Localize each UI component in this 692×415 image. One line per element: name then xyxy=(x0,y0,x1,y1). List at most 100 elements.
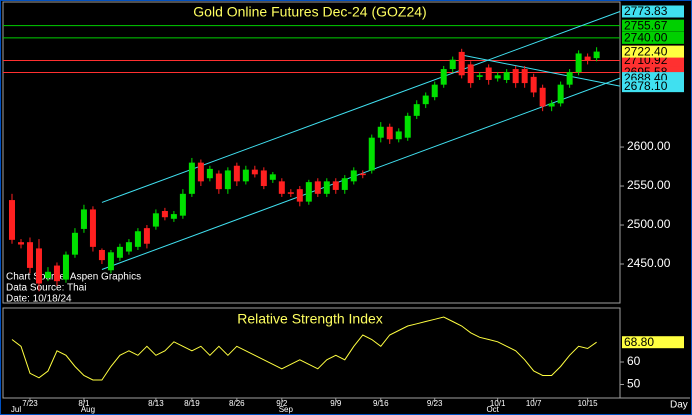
candle-body xyxy=(125,242,132,252)
candle-body xyxy=(251,169,258,175)
candle-body xyxy=(62,254,69,280)
candle-body xyxy=(197,162,204,182)
price-label-box xyxy=(622,31,684,44)
candle-body xyxy=(305,182,312,202)
candle-body xyxy=(485,67,492,80)
x-tick-label: 9/2 xyxy=(276,399,288,408)
candle-body xyxy=(323,181,330,194)
candle-body xyxy=(575,53,582,73)
candle-body xyxy=(71,232,78,255)
x-tick-label: 9/16 xyxy=(373,399,389,408)
price-label-box xyxy=(622,336,684,349)
candle-body xyxy=(17,242,24,245)
price-label: 2755.67 xyxy=(624,18,668,32)
candle-body xyxy=(422,95,429,105)
candle-body xyxy=(404,115,411,138)
candle-body xyxy=(530,76,537,93)
candle-body xyxy=(89,209,96,247)
candle-body xyxy=(359,173,366,176)
price-label: 2722.40 xyxy=(624,44,668,58)
price-label-box xyxy=(622,45,684,58)
candle-body xyxy=(233,165,240,182)
price-label: 2740.00 xyxy=(624,31,668,45)
month-label: Aug xyxy=(81,405,95,414)
x-tick-label: 10/7 xyxy=(526,399,542,408)
candle-body xyxy=(503,72,510,80)
candle-body xyxy=(269,174,276,180)
x-tick-label: 9/23 xyxy=(427,399,443,408)
candle-body xyxy=(260,170,267,187)
candle-body xyxy=(377,126,384,138)
candle-body xyxy=(431,84,438,98)
x-axis-label: Day xyxy=(670,400,688,411)
candle-body xyxy=(134,231,141,247)
candle-body xyxy=(476,75,483,77)
candle-body xyxy=(161,210,168,218)
price-label: 2678.10 xyxy=(624,79,668,93)
candle-body xyxy=(44,271,51,279)
candle-body xyxy=(98,249,105,261)
candle-body xyxy=(116,246,123,258)
rsi-title: Relative Strength Index xyxy=(237,311,383,327)
candle-body xyxy=(413,104,420,116)
y-tick-label: 2600.00 xyxy=(627,139,671,153)
candle-body xyxy=(467,64,474,84)
candle-body xyxy=(332,181,339,190)
candle-body xyxy=(287,192,294,194)
candle-body xyxy=(224,170,231,190)
price-label: 2773.83 xyxy=(624,4,668,18)
candle-body xyxy=(26,242,33,268)
price-label: 68.80 xyxy=(624,335,654,349)
candle-body xyxy=(242,169,249,182)
candle-body xyxy=(143,228,150,244)
trendline xyxy=(101,11,621,203)
x-tick-label: 8/26 xyxy=(229,399,245,408)
candle-body xyxy=(206,168,213,179)
candle-body xyxy=(215,173,222,190)
month-label: Oct xyxy=(486,405,499,414)
y-tick-label: 2450.00 xyxy=(627,256,671,270)
candle-body xyxy=(107,252,114,271)
candle-body xyxy=(53,265,60,282)
annotation: Date: 10/18/24 xyxy=(6,294,72,305)
month-label: Jul xyxy=(11,405,21,414)
price-label-box xyxy=(622,19,684,32)
candle-body xyxy=(296,189,303,202)
candle-body xyxy=(584,56,591,61)
candle-body xyxy=(548,103,555,107)
candle-body xyxy=(368,137,375,171)
candle-body xyxy=(566,72,573,85)
candle-body xyxy=(593,51,600,59)
candle-body xyxy=(440,69,447,85)
x-tick-label: 7/23 xyxy=(22,399,38,408)
x-tick-label: 8/19 xyxy=(184,399,200,408)
candle-body xyxy=(494,75,501,79)
rsi-line xyxy=(11,316,597,381)
candle-body xyxy=(458,51,465,76)
candle-body xyxy=(188,162,195,194)
candle-body xyxy=(395,131,402,140)
candle-body xyxy=(449,59,456,70)
candle-body xyxy=(278,181,285,194)
trendline xyxy=(461,54,621,87)
candle-body xyxy=(35,248,42,284)
x-tick-label: 10/1 xyxy=(490,399,506,408)
y-tick-label: 2550.00 xyxy=(627,178,671,192)
price-label-box xyxy=(622,5,684,18)
candle-body xyxy=(80,209,87,229)
x-tick-label: 9/9 xyxy=(330,399,342,408)
candle-body xyxy=(8,200,15,240)
candle-body xyxy=(539,87,546,107)
candle-body xyxy=(170,214,177,219)
x-tick-label: 10/15 xyxy=(578,399,599,408)
main-panel xyxy=(2,1,621,304)
rsi-y-tick-label: 60 xyxy=(627,354,641,368)
rsi-y-tick-label: 50 xyxy=(627,377,641,391)
x-tick-label: 8/1 xyxy=(78,399,90,408)
price-label-box xyxy=(622,80,684,93)
candle-body xyxy=(179,193,186,216)
candle-body xyxy=(386,126,393,140)
candle-body xyxy=(512,69,519,84)
candle-body xyxy=(557,84,564,104)
